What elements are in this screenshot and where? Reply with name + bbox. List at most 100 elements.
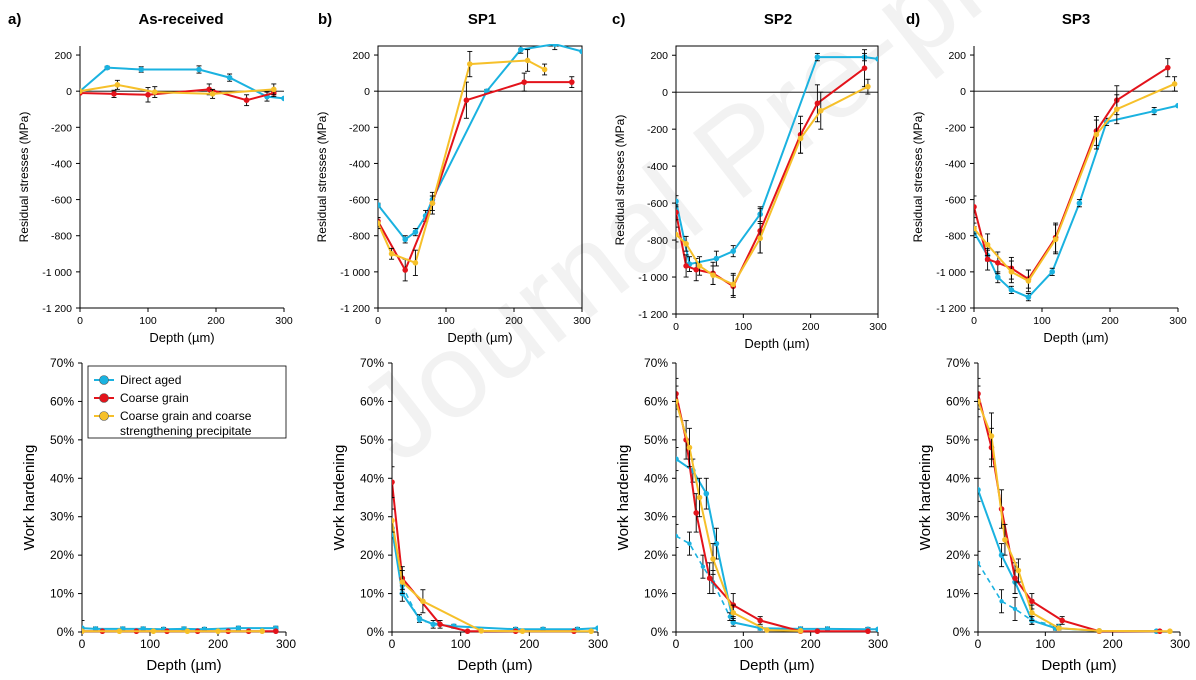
y-tick-label: -800 [647, 235, 668, 247]
data-point [388, 250, 395, 257]
work-hardening-plot-4: 0% 10% 20% 30% 40% 50% 60% 70% 0 100 200 300 Depth (… [917, 356, 1190, 674]
y-tick-label: -200 [945, 122, 966, 134]
work-hardening-plot-1: 0% 10% 20% 30% 40% 50% 60% 70% 0 100 200 300 Depth (… [21, 356, 296, 674]
y-tick-label: -1 200 [638, 309, 668, 321]
panel-label: d) [906, 11, 920, 28]
y-axis-label: Work hardening [917, 445, 934, 551]
data-point [814, 54, 821, 60]
y-tick-label: -200 [647, 124, 668, 136]
data-point [429, 200, 436, 206]
series-group [378, 44, 582, 282]
data-point [676, 533, 679, 539]
x-axis-label: Depth (µm) [744, 336, 809, 351]
data-point [1025, 278, 1032, 284]
data-point [676, 456, 679, 462]
y-tick-label: -400 [51, 158, 72, 170]
data-point [686, 444, 693, 451]
x-tick-label: 200 [519, 637, 539, 651]
data-point [80, 88, 83, 94]
x-tick-label: 0 [79, 637, 86, 651]
y-tick-label: -600 [647, 198, 668, 210]
x-tick-label: 100 [1033, 315, 1051, 327]
y-axis-label: Work hardening [331, 445, 348, 551]
x-axis-label: Depth (µm) [739, 657, 814, 674]
panel-title: SP3 [1062, 11, 1090, 28]
y-tick-label: -1 000 [42, 267, 72, 279]
data-point [1167, 628, 1173, 634]
data-point [706, 575, 713, 581]
y-tick-label: -600 [51, 195, 72, 207]
x-tick-label: 0 [375, 315, 381, 327]
y-tick-label: -200 [51, 122, 72, 134]
x-axis-label: Depth (µm) [146, 657, 221, 674]
data-point [521, 79, 527, 85]
data-point [797, 628, 804, 634]
residual-stress-plot-2: 200 0 -200 -400 -600 -800 -1 000 -1 200 0 100 200 3… [315, 44, 591, 345]
y-tick-label: 50% [644, 433, 668, 447]
data-point [865, 83, 871, 90]
data-point [683, 240, 689, 247]
data-point [1002, 536, 1008, 543]
x-tick-label: 0 [389, 637, 396, 651]
y-tick-label: 20% [946, 548, 970, 562]
panel-title: As-received [138, 11, 223, 28]
y-tick-label: 50% [946, 433, 970, 447]
series-line-0 [978, 489, 1157, 633]
y-tick-label: 20% [360, 548, 384, 562]
data-point [519, 628, 526, 634]
data-point [467, 61, 473, 67]
work-hardening-plot-2: 0% 10% 20% 30% 40% 50% 60% 70% 0 100 200 300 Depth (… [331, 356, 608, 674]
x-axis-label: Depth (µm) [1043, 330, 1108, 345]
data-point [524, 57, 531, 64]
data-point [727, 614, 733, 619]
series-line-3 [978, 401, 1170, 633]
data-point [1093, 131, 1100, 138]
data-point [209, 91, 216, 97]
data-point [378, 202, 381, 208]
x-axis-label: Depth (µm) [447, 330, 512, 345]
data-point [145, 91, 151, 98]
data-point [392, 479, 395, 485]
x-tick-label: 300 [869, 321, 887, 333]
series-group [80, 64, 284, 107]
x-tick-label: 300 [1169, 315, 1187, 327]
data-point [995, 260, 1001, 266]
x-tick-label: 300 [573, 315, 591, 327]
data-point [478, 628, 485, 634]
legend-box [87, 365, 287, 439]
y-tick-label: 30% [360, 510, 384, 524]
y-tick-label: 60% [946, 394, 970, 408]
data-point [1059, 617, 1065, 624]
data-point [273, 628, 279, 634]
y-tick-label: -200 [349, 122, 370, 134]
series-line-0 [392, 528, 598, 631]
y-tick-label: 40% [644, 471, 668, 485]
data-point [281, 95, 284, 102]
x-tick-label: 0 [77, 315, 83, 327]
y-tick-label: 10% [644, 587, 668, 601]
y-axis-label: Residual stresses (MPa) [17, 112, 31, 243]
data-point [392, 517, 395, 524]
x-tick-label: 200 [801, 637, 821, 651]
y-tick-label: 40% [946, 471, 970, 485]
data-point [875, 626, 878, 633]
data-point [700, 564, 706, 569]
y-tick-label: -400 [349, 158, 370, 170]
legend: Direct aged Coarse grain Coarse grain and … [87, 365, 287, 439]
data-point [1015, 567, 1022, 574]
data-point [518, 46, 524, 53]
data-point [138, 66, 144, 73]
y-tick-label: 200 [352, 50, 370, 62]
series-line-2 [974, 83, 1176, 283]
x-tick-label: 100 [451, 637, 471, 651]
x-tick-label: 100 [733, 637, 753, 651]
data-point [814, 628, 821, 634]
data-point [713, 255, 720, 262]
data-point [430, 621, 437, 628]
legend-label: strengthening precipitate [120, 424, 252, 438]
y-axis-label: Residual stresses (MPa) [911, 112, 925, 243]
x-tick-label: 200 [505, 315, 523, 327]
data-point [235, 625, 242, 631]
y-tick-label: 30% [644, 510, 668, 524]
legend-marker [99, 411, 109, 421]
